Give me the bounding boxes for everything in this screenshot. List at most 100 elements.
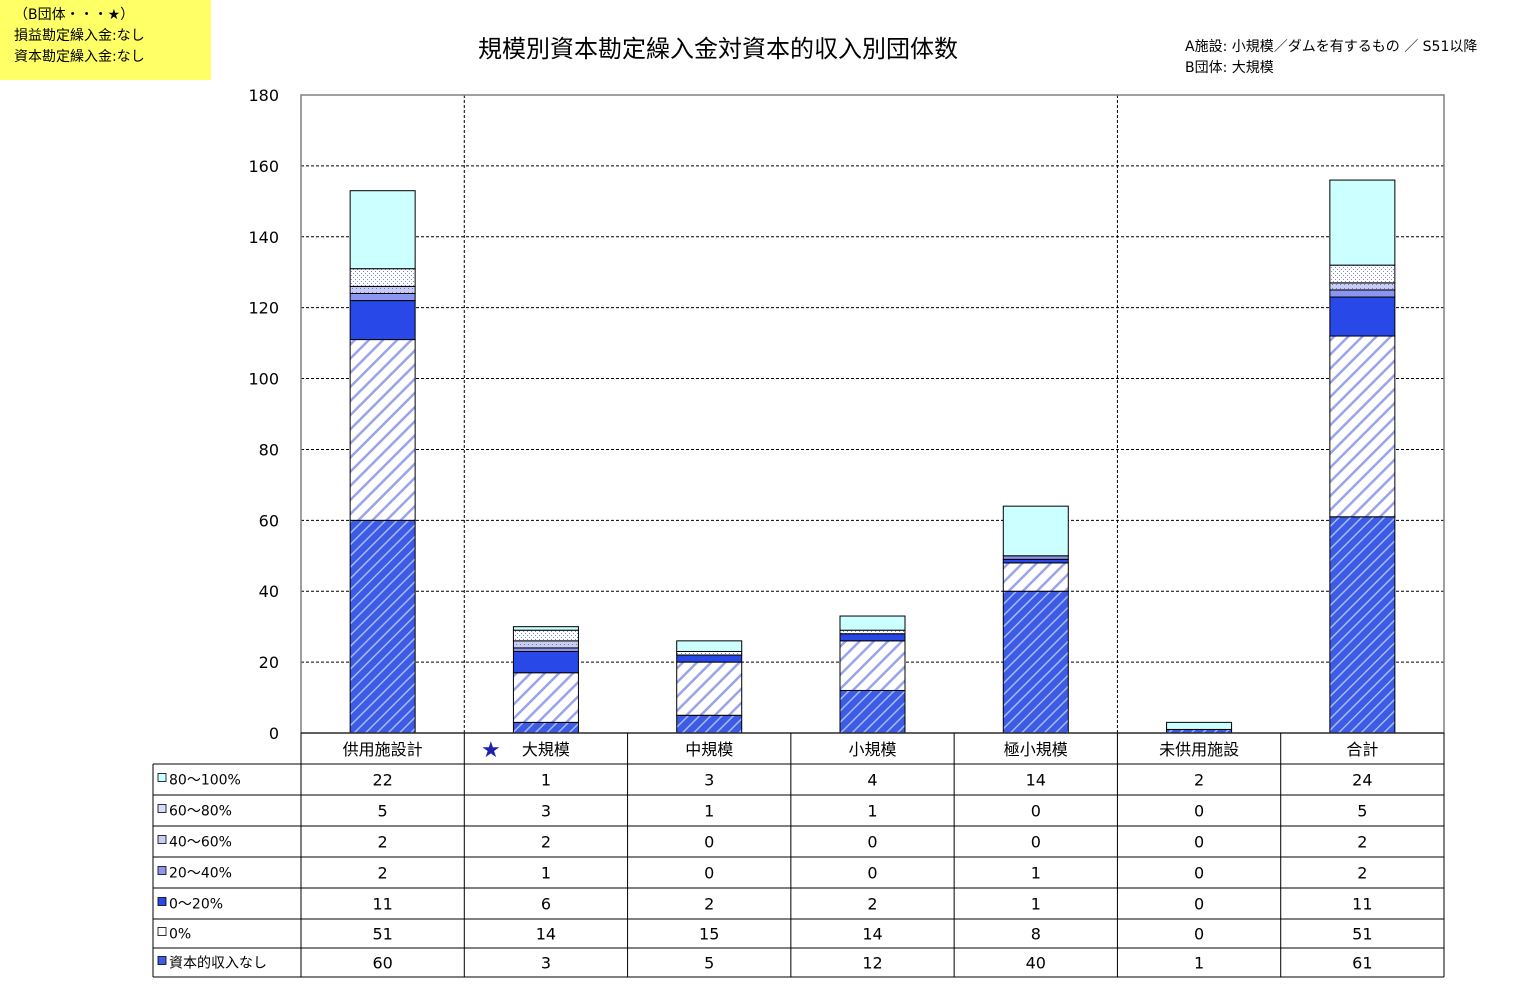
legend-swatch <box>157 956 167 965</box>
table-cell: 1 <box>867 802 877 821</box>
table-cell: 0 <box>1194 864 1204 883</box>
table-cell: 61 <box>1352 954 1372 973</box>
bar-segment <box>1329 264 1396 284</box>
table-cell: 2 <box>541 833 551 852</box>
note-line-2: 損益勘定繰入金:なし <box>14 28 145 44</box>
series-label: 60～80% <box>169 804 232 820</box>
table-cell: 1 <box>1194 954 1204 973</box>
bar-segment <box>512 629 579 642</box>
legend-swatch <box>157 897 167 906</box>
table-cell: 5 <box>378 802 388 821</box>
bar-segment <box>349 300 416 341</box>
bar-segment <box>1329 296 1396 337</box>
bar-segment <box>1166 721 1233 730</box>
bar-segment <box>676 714 743 734</box>
table-cell: 22 <box>372 771 392 790</box>
table-cell: 0 <box>1194 833 1204 852</box>
table-cell: 0 <box>867 833 877 852</box>
series-label: 資本的収入なし <box>169 956 267 972</box>
table-cell: 6 <box>541 895 551 914</box>
legend-swatch <box>157 866 167 875</box>
bar-segment <box>1002 562 1069 592</box>
chart-title: 規模別資本勘定繰入金対資本的収入別団体数 <box>478 35 958 63</box>
table-cell: 0 <box>1031 833 1041 852</box>
table-cell: 3 <box>704 771 714 790</box>
note-box: （B団体・・・★） 損益勘定繰入金:なし 資本勘定繰入金:なし <box>0 0 211 80</box>
category-label: 未供用施設 <box>1159 740 1239 759</box>
table-cell: 2 <box>1357 864 1367 883</box>
table-cell: 24 <box>1352 771 1372 790</box>
category-label: 合計 <box>1346 740 1378 759</box>
bar-segment <box>1329 179 1396 266</box>
bar-segment <box>512 672 579 723</box>
table-cell: 2 <box>1357 833 1367 852</box>
table-cell: 14 <box>862 925 882 944</box>
bar-segment <box>839 633 906 642</box>
y-tick-label: 140 <box>248 228 279 247</box>
series-label: 80～100% <box>169 773 241 789</box>
legend-swatch <box>157 804 167 813</box>
bar-segment <box>349 292 416 302</box>
y-tick-label: 80 <box>259 440 279 459</box>
table-cell: 4 <box>867 771 877 790</box>
table-cell: 5 <box>704 954 714 973</box>
category-label: 極小規模 <box>1004 740 1068 759</box>
bar-segment <box>1002 505 1069 557</box>
category-label: 大規模 <box>522 740 570 759</box>
table-cell: 2 <box>378 864 388 883</box>
note-line-1: （B団体・・・★） <box>14 7 135 23</box>
legend-swatch <box>157 835 167 844</box>
table-cell: 2 <box>1194 771 1204 790</box>
bar-segment <box>676 654 743 663</box>
table-cell: 0 <box>704 864 714 883</box>
series-label: 0～20% <box>169 897 223 913</box>
table-cell: 0 <box>1194 802 1204 821</box>
table-cell: 15 <box>699 925 719 944</box>
y-tick-label: 40 <box>259 582 279 601</box>
table-cell: 1 <box>704 802 714 821</box>
y-tick-label: 160 <box>248 157 279 176</box>
legend-swatch <box>157 927 167 936</box>
bar-segment <box>839 689 906 734</box>
table-cell: 0 <box>704 833 714 852</box>
table-cell: 3 <box>541 954 551 973</box>
table-cell: 0 <box>1031 802 1041 821</box>
bar-segment <box>1329 282 1396 291</box>
table-cell: 40 <box>1026 954 1046 973</box>
bar-segment <box>1002 590 1069 734</box>
bar-segment <box>839 640 906 691</box>
series-label: 0% <box>169 927 191 943</box>
bar-segment <box>512 647 579 652</box>
table-cell: 8 <box>1031 925 1041 944</box>
table-cell: 5 <box>1357 802 1367 821</box>
table-cell: 51 <box>372 925 392 944</box>
note-line-3: 資本勘定繰入金:なし <box>14 49 145 65</box>
category-label: 小規模 <box>848 740 896 759</box>
y-tick-label: 120 <box>248 299 279 318</box>
legend-note-b: B団体: 大規模 <box>1185 60 1274 76</box>
bar-segment <box>512 640 579 649</box>
bar-segment <box>1002 555 1069 560</box>
bar-segment <box>1329 335 1396 518</box>
bar-segment <box>1329 516 1396 734</box>
series-label: 40～60% <box>169 835 232 851</box>
bar-segment <box>676 661 743 716</box>
bar-segment <box>349 285 416 294</box>
legend-swatch <box>157 773 167 782</box>
y-tick-label: 180 <box>248 86 279 105</box>
table-cell: 0 <box>1194 925 1204 944</box>
table-cell: 11 <box>372 895 392 914</box>
y-tick-label: 20 <box>259 653 279 672</box>
table-cell: 1 <box>1031 895 1041 914</box>
table-cell: 1 <box>1031 864 1041 883</box>
y-tick-label: 0 <box>269 724 279 743</box>
table-cell: 2 <box>704 895 714 914</box>
y-tick-label: 100 <box>248 370 279 389</box>
bar-segment <box>1329 289 1396 298</box>
bar-segment <box>1002 558 1069 564</box>
table-cell: 0 <box>1194 895 1204 914</box>
table-cell: 1 <box>541 771 551 790</box>
table-cell: 11 <box>1352 895 1372 914</box>
bar-segment <box>349 268 416 287</box>
